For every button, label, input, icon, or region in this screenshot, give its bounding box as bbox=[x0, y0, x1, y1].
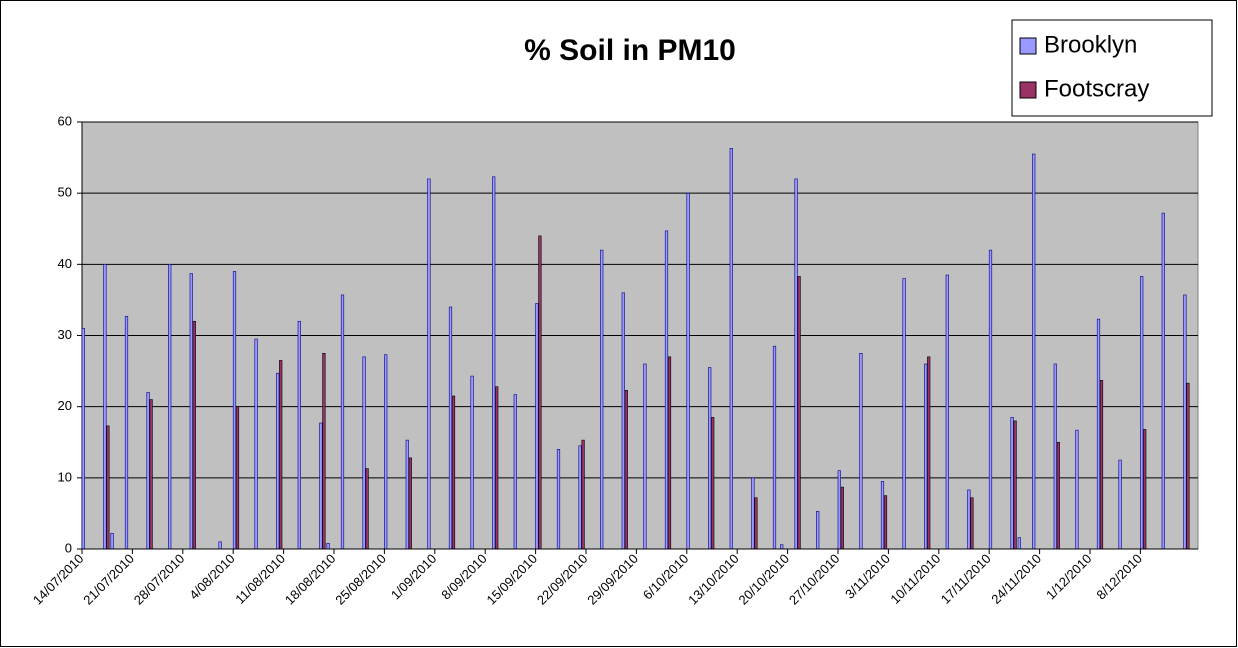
bar bbox=[232, 271, 237, 550]
bar bbox=[883, 495, 888, 550]
bar bbox=[1099, 380, 1104, 550]
bar bbox=[780, 544, 784, 550]
bar bbox=[794, 178, 798, 550]
y-tick-label: 10 bbox=[58, 469, 72, 484]
bar bbox=[1183, 294, 1187, 550]
bar bbox=[1118, 459, 1122, 550]
bar bbox=[1017, 537, 1021, 550]
bar bbox=[106, 425, 110, 550]
bar bbox=[279, 360, 283, 550]
bar bbox=[470, 375, 474, 550]
bar bbox=[297, 320, 301, 550]
bar bbox=[81, 328, 85, 550]
bar bbox=[1075, 429, 1079, 550]
bar bbox=[581, 439, 585, 550]
bar bbox=[149, 399, 153, 550]
bar bbox=[624, 389, 628, 550]
bar bbox=[427, 178, 431, 550]
y-tick-label: 30 bbox=[58, 327, 72, 342]
bar bbox=[408, 457, 412, 550]
bar bbox=[751, 477, 755, 550]
bar bbox=[168, 264, 172, 550]
bar bbox=[319, 422, 323, 550]
bar bbox=[1161, 212, 1165, 550]
bar bbox=[600, 249, 604, 550]
bar bbox=[945, 274, 949, 550]
bar bbox=[218, 541, 222, 550]
bar bbox=[556, 449, 561, 550]
bar bbox=[1053, 363, 1057, 550]
bar bbox=[880, 481, 885, 550]
bar bbox=[365, 468, 369, 550]
y-tick-label: 40 bbox=[58, 256, 72, 271]
bar bbox=[192, 320, 196, 550]
bar bbox=[643, 363, 647, 550]
legend-label: Brooklyn bbox=[1044, 31, 1137, 58]
bar bbox=[1186, 382, 1190, 550]
bar bbox=[840, 486, 844, 550]
y-tick-label: 50 bbox=[58, 185, 72, 200]
bar bbox=[924, 363, 928, 550]
bar bbox=[254, 338, 258, 550]
bar bbox=[322, 352, 326, 550]
bar bbox=[1056, 441, 1060, 550]
bar bbox=[276, 372, 280, 550]
bar bbox=[686, 192, 690, 550]
bar bbox=[859, 352, 863, 550]
y-tick-label: 20 bbox=[58, 398, 72, 413]
bar bbox=[189, 273, 193, 550]
bar bbox=[797, 276, 801, 550]
y-tick-label: 0 bbox=[65, 540, 72, 555]
bar bbox=[927, 356, 931, 550]
bar bbox=[405, 439, 409, 550]
bar bbox=[902, 278, 906, 550]
bar bbox=[729, 148, 733, 550]
bar bbox=[711, 417, 715, 550]
y-tick-label: 60 bbox=[58, 113, 72, 128]
bar bbox=[1010, 417, 1014, 550]
bar bbox=[110, 533, 114, 550]
bar bbox=[1140, 276, 1144, 550]
legend-box bbox=[1011, 19, 1213, 117]
bar bbox=[664, 230, 669, 550]
bar bbox=[837, 470, 841, 550]
bar bbox=[124, 315, 129, 550]
bar bbox=[667, 356, 672, 550]
bar bbox=[1143, 429, 1147, 550]
bar bbox=[1096, 318, 1101, 550]
bar bbox=[146, 392, 150, 550]
bar bbox=[772, 345, 777, 550]
bar bbox=[538, 235, 542, 550]
bar bbox=[513, 394, 517, 550]
bar bbox=[451, 395, 456, 550]
bar bbox=[1032, 153, 1036, 550]
bar bbox=[448, 306, 453, 550]
bar bbox=[1013, 420, 1017, 550]
bar bbox=[708, 367, 712, 550]
bar bbox=[754, 497, 758, 550]
bar bbox=[340, 294, 345, 550]
bar bbox=[816, 510, 820, 550]
bar bbox=[578, 445, 582, 550]
legend-swatch bbox=[1019, 37, 1037, 55]
bar bbox=[495, 386, 499, 550]
legend-label: Footscray bbox=[1044, 75, 1149, 102]
bar bbox=[621, 292, 625, 550]
bar bbox=[384, 354, 388, 550]
chart-title: % Soil in PM10 bbox=[524, 34, 736, 67]
bar bbox=[988, 249, 993, 550]
bar bbox=[362, 356, 366, 550]
bar bbox=[535, 303, 539, 550]
bar bbox=[235, 406, 240, 550]
bar bbox=[492, 176, 496, 550]
legend-swatch bbox=[1019, 81, 1037, 99]
bar bbox=[970, 497, 974, 550]
bar bbox=[967, 489, 971, 550]
bar bbox=[103, 264, 107, 550]
bar bbox=[326, 543, 330, 550]
